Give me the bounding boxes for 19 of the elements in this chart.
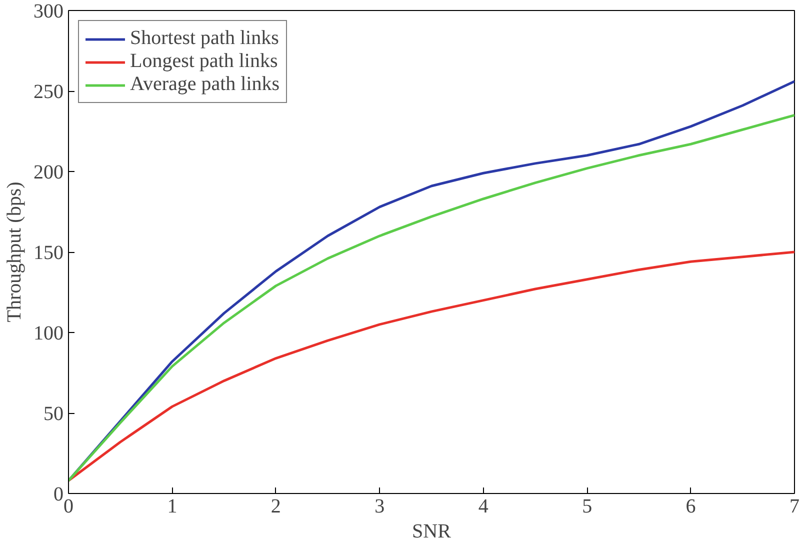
x-tick-label: 1 <box>167 496 178 518</box>
line-series <box>68 250 794 482</box>
legend-label: Longest path links <box>130 50 278 73</box>
x-axis-title: SNR <box>412 520 452 542</box>
x-tick-label: 2 <box>270 496 281 518</box>
legend-label: Average path links <box>130 73 280 96</box>
x-tick-label: 5 <box>582 496 592 518</box>
x-tick-label: 4 <box>478 496 488 518</box>
y-tick-label: 150 <box>34 242 64 264</box>
y-tick-label: 250 <box>34 81 64 103</box>
x-tick-label: 7 <box>790 496 800 518</box>
x-tick-label: 6 <box>686 496 696 518</box>
y-tick-label: 50 <box>44 403 64 425</box>
x-tick-label: 3 <box>374 496 385 518</box>
y-tick-label: 300 <box>34 0 64 22</box>
y-tick-label: 200 <box>34 162 64 184</box>
y-axis-title: Throughput (bps) <box>4 182 26 322</box>
y-tick-label: 100 <box>34 322 64 344</box>
legend-label: Shortest path links <box>130 27 279 50</box>
